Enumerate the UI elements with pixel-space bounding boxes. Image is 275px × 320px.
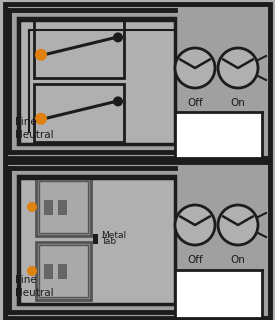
- Bar: [44, 264, 52, 278]
- Bar: [39, 181, 88, 233]
- Circle shape: [175, 48, 215, 88]
- Text: Line: Line: [15, 275, 37, 285]
- Circle shape: [218, 205, 258, 245]
- Bar: [36, 178, 91, 236]
- Bar: [5, 162, 270, 318]
- Circle shape: [35, 49, 47, 61]
- Text: Metal: Metal: [101, 231, 126, 241]
- Bar: [175, 112, 262, 158]
- Bar: [36, 242, 91, 300]
- Text: Tab: Tab: [101, 237, 116, 246]
- Bar: [93, 234, 98, 244]
- Circle shape: [113, 96, 123, 106]
- Bar: [58, 264, 66, 278]
- Text: On: On: [230, 98, 245, 108]
- Text: Neutral: Neutral: [15, 130, 54, 140]
- Text: Off: Off: [187, 98, 203, 108]
- Bar: [18, 18, 175, 144]
- Circle shape: [113, 32, 123, 42]
- Text: Off: Off: [187, 255, 203, 265]
- Bar: [39, 245, 88, 297]
- Circle shape: [175, 205, 215, 245]
- Text: Line: Line: [15, 117, 37, 127]
- Text: Neutral: Neutral: [15, 288, 54, 298]
- Bar: [18, 176, 175, 304]
- Bar: [175, 270, 262, 318]
- Circle shape: [27, 202, 37, 212]
- Bar: [58, 200, 66, 214]
- Bar: [44, 200, 52, 214]
- Bar: [34, 84, 124, 142]
- Circle shape: [27, 266, 37, 276]
- Circle shape: [218, 48, 258, 88]
- Circle shape: [35, 113, 47, 125]
- Bar: [34, 20, 124, 78]
- Text: On: On: [230, 255, 245, 265]
- Bar: [5, 4, 270, 158]
